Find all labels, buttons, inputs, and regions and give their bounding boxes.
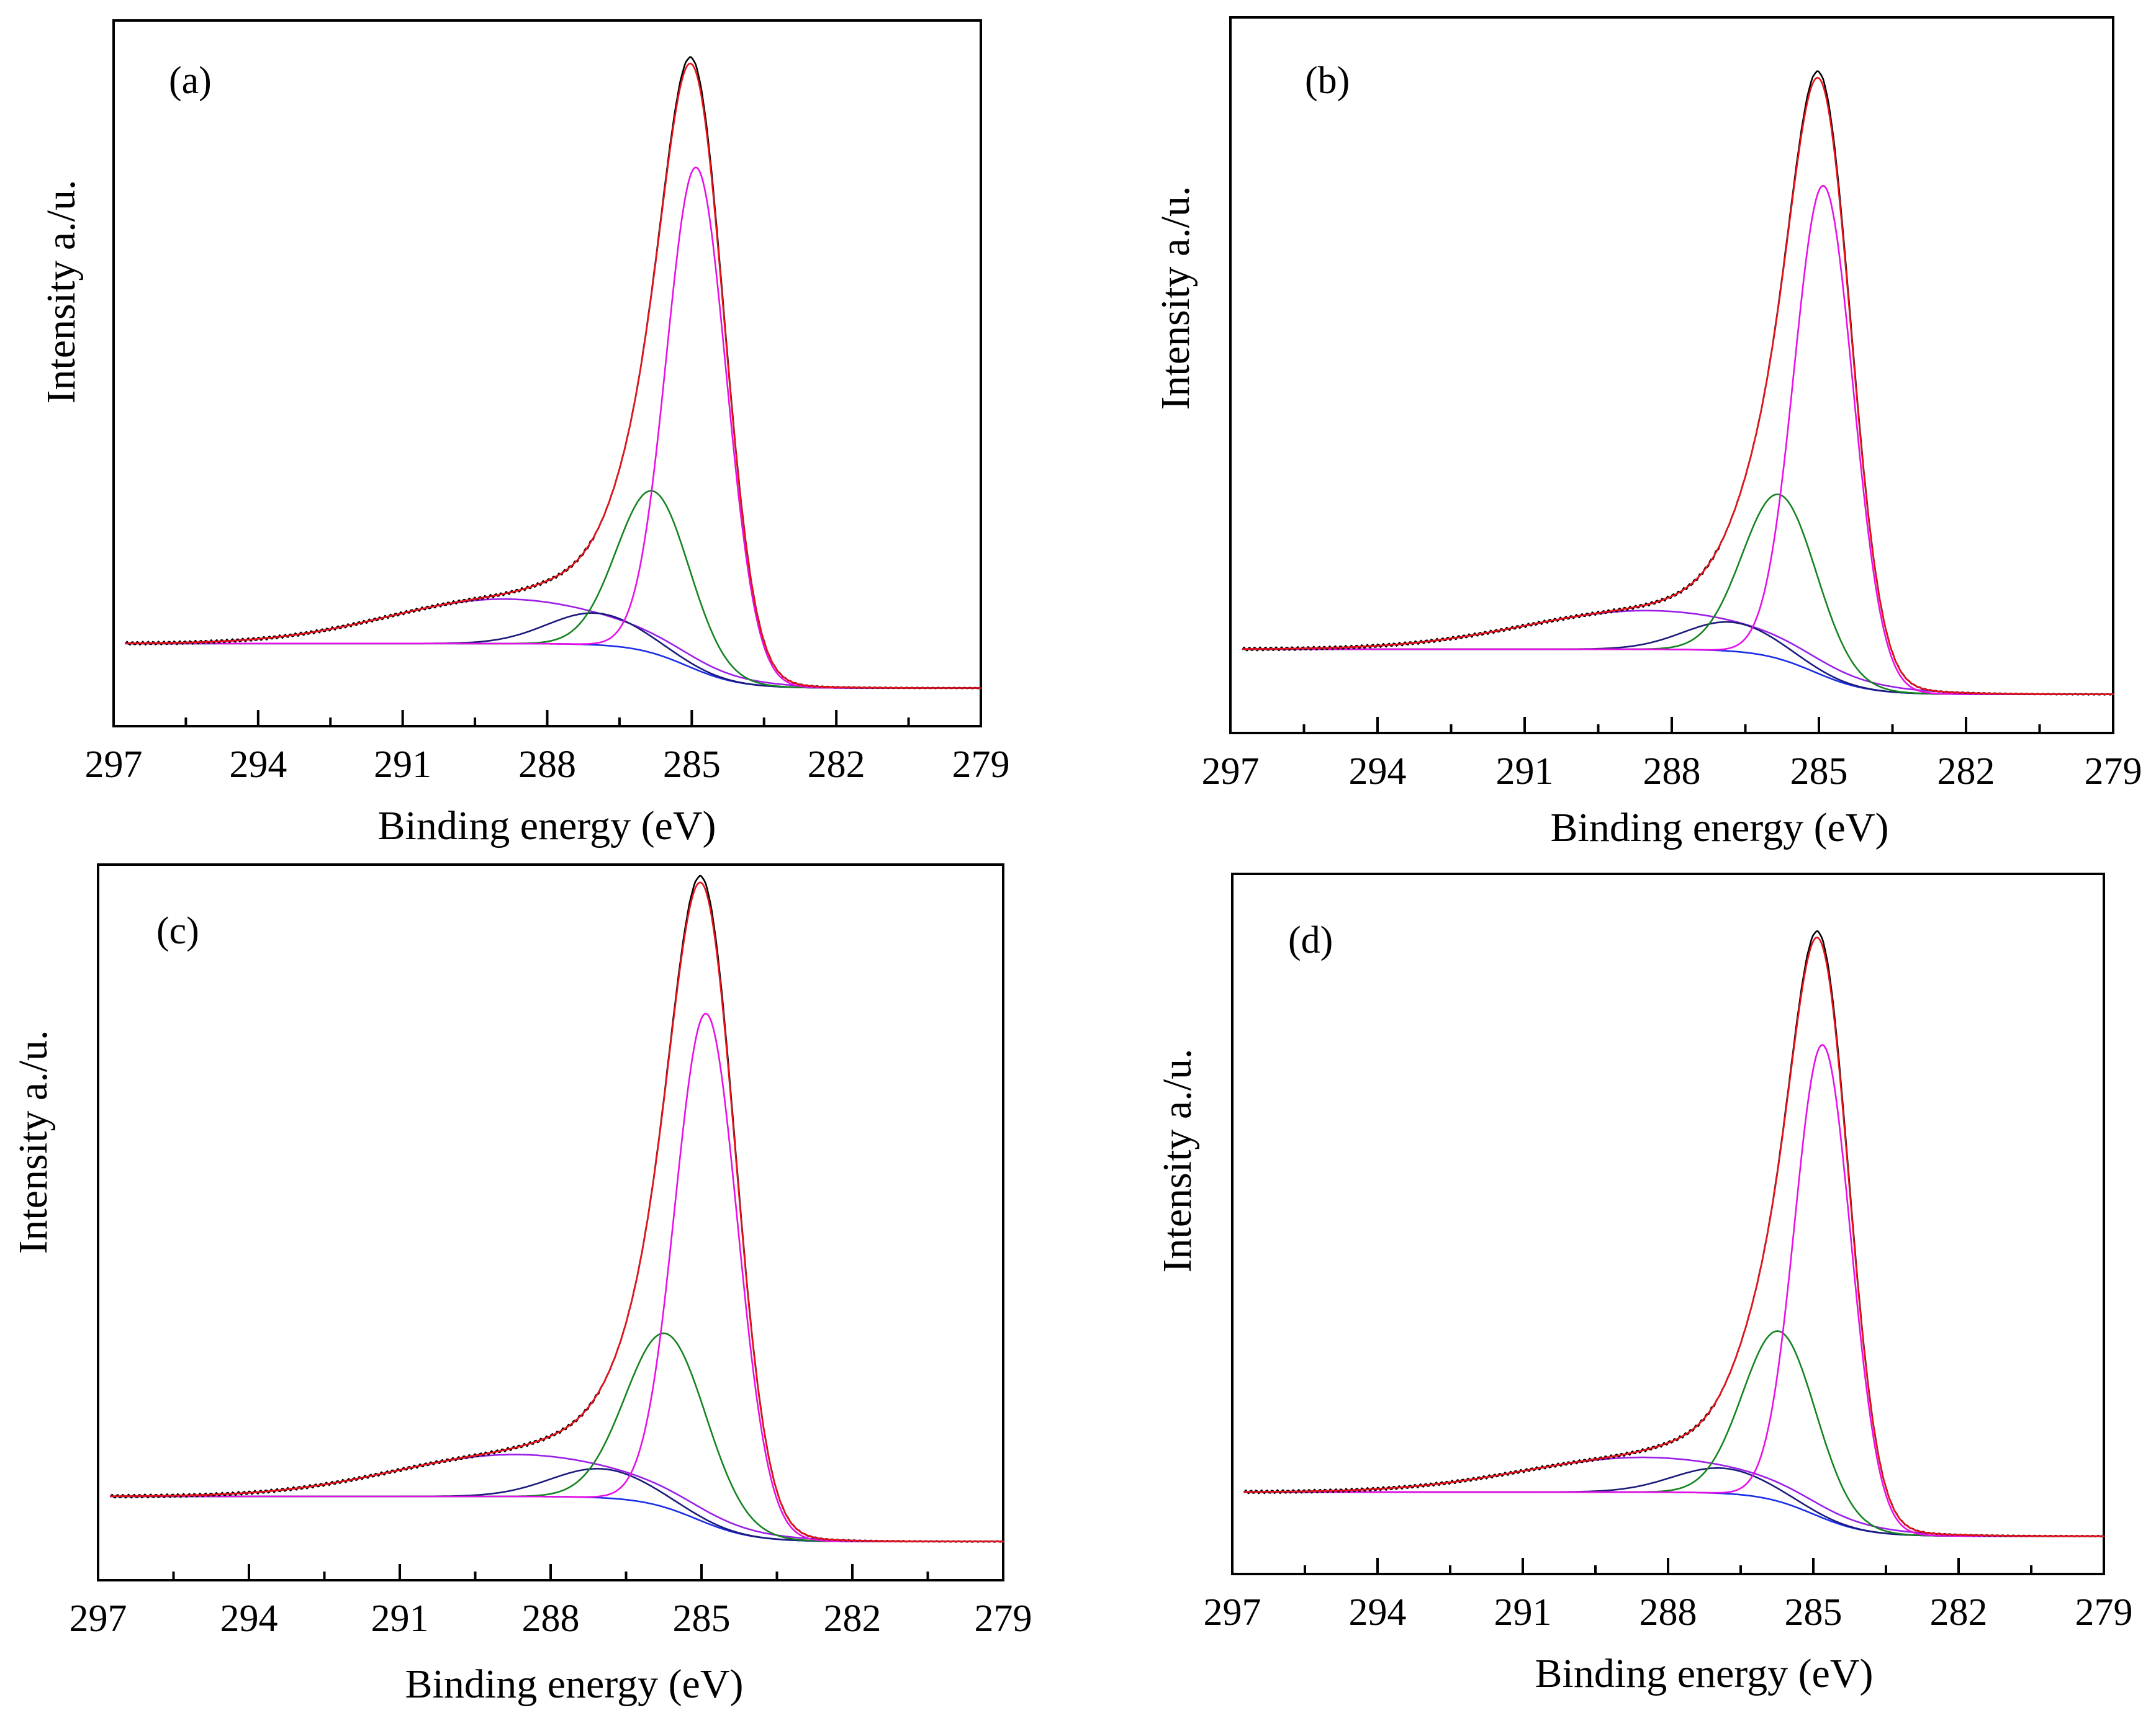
panel-c-x-tick-label: 288: [522, 1598, 580, 1640]
panel-b-x-ticks: [1229, 717, 2114, 733]
panel-b-x-tick-label: 288: [1643, 750, 1701, 793]
panel-d-y-axis-title: Intensity a./u.: [1155, 1048, 1200, 1272]
panel-d-label: (d): [1288, 919, 1333, 961]
panel-b-y-axis-title: Intensity a./u.: [1153, 186, 1198, 410]
panel-b: 297 294 291 288 285 282 279 (b) Binding energy…: [1153, 16, 2142, 850]
panel-c-x-axis-title: Binding energy (eV): [405, 1662, 744, 1707]
panel-d-x-axis-title: Binding energy (eV): [1535, 1651, 1874, 1696]
panel-d-x-tick-label: 291: [1494, 1591, 1552, 1634]
panel-d-x-tick-label: 294: [1349, 1591, 1407, 1634]
panel-b-x-tick-label: 294: [1349, 750, 1407, 793]
panel-b-x-tick-label: 285: [1790, 750, 1848, 793]
panel-a-y-axis-title: Intensity a./u.: [38, 179, 84, 403]
panel-c-x-tick-label: 279: [975, 1598, 1032, 1640]
panel-a-x-ticks: [112, 710, 982, 726]
panel-a-x-tick-label: 288: [518, 744, 576, 786]
panel-c-curves: [110, 875, 1004, 1543]
panel-a-label: (a): [169, 60, 212, 102]
panel-c-x-ticks: [97, 1564, 1004, 1580]
panel-a-x-tick-label: 285: [663, 744, 721, 786]
panel-c: 297 294 291 288 285 282 279 (c) Binding energy…: [11, 863, 1032, 1707]
panel-b-label: (b): [1305, 60, 1350, 102]
panel-c-x-tick-label: 285: [673, 1598, 731, 1640]
panel-d-x-ticks: [1231, 1558, 2105, 1574]
panel-b-x-tick-label: 279: [2085, 750, 2142, 793]
panel-a-x-tick-label: 279: [952, 744, 1010, 786]
panel-c-x-tick-labels: 297 294 291 288 285 282 279: [70, 1598, 1032, 1640]
panel-d: 297 294 291 288 285 282 279 (d) Binding energy…: [1155, 873, 2133, 1696]
panel-b-x-tick-label: 282: [1937, 750, 1995, 793]
panel-a-x-tick-label: 294: [229, 744, 287, 786]
panel-c-label: (c): [156, 910, 199, 952]
panel-b-x-tick-label: 297: [1202, 750, 1260, 793]
panel-c-x-tick-label: 282: [824, 1598, 882, 1640]
panel-c-y-axis-title: Intensity a./u.: [11, 1030, 56, 1254]
panel-d-x-tick-labels: 297 294 291 288 285 282 279: [1204, 1591, 2133, 1634]
panel-b-x-axis-title: Binding energy (eV): [1551, 805, 1889, 850]
panel-b-x-tick-labels: 297 294 291 288 285 282 279: [1202, 750, 2142, 793]
panel-a-fit-curve: [125, 63, 982, 689]
panel-b-curves: [1242, 70, 2114, 696]
panel-d-x-tick-label: 282: [1930, 1591, 1988, 1634]
panel-d-x-tick-label: 297: [1204, 1591, 1261, 1634]
panel-a-x-tick-label: 291: [374, 744, 431, 786]
panel-a-x-axis-title: Binding energy (eV): [378, 803, 716, 848]
panel-b-fit-curve: [1242, 76, 2114, 695]
panel-a-x-tick-label: 297: [85, 744, 143, 786]
panel-c-x-tick-label: 297: [70, 1598, 127, 1640]
panel-b-c-c-curve: [1242, 184, 2114, 695]
panel-d-curves: [1243, 930, 2105, 1537]
panel-d-fit-curve: [1243, 937, 2105, 1537]
panel-d-x-tick-label: 285: [1785, 1591, 1843, 1634]
panel-d-x-tick-label: 288: [1640, 1591, 1697, 1634]
panel-d-c-c-curve: [1243, 1044, 2105, 1537]
panel-c-x-tick-label: 294: [220, 1598, 278, 1640]
panel-a: 297 294 291 288 285 282 279 (a) Binding energy…: [38, 19, 1010, 848]
panel-a-curves: [125, 56, 982, 690]
panel-d-x-tick-label: 279: [2075, 1591, 2133, 1634]
panel-a-x-tick-labels: 297 294 291 288 285 282 279: [85, 744, 1010, 786]
panel-a-x-tick-label: 282: [808, 744, 865, 786]
panel-c-fit-curve: [110, 881, 1004, 1542]
panel-b-x-tick-label: 291: [1496, 750, 1554, 793]
panel-c-x-tick-label: 291: [371, 1598, 429, 1640]
